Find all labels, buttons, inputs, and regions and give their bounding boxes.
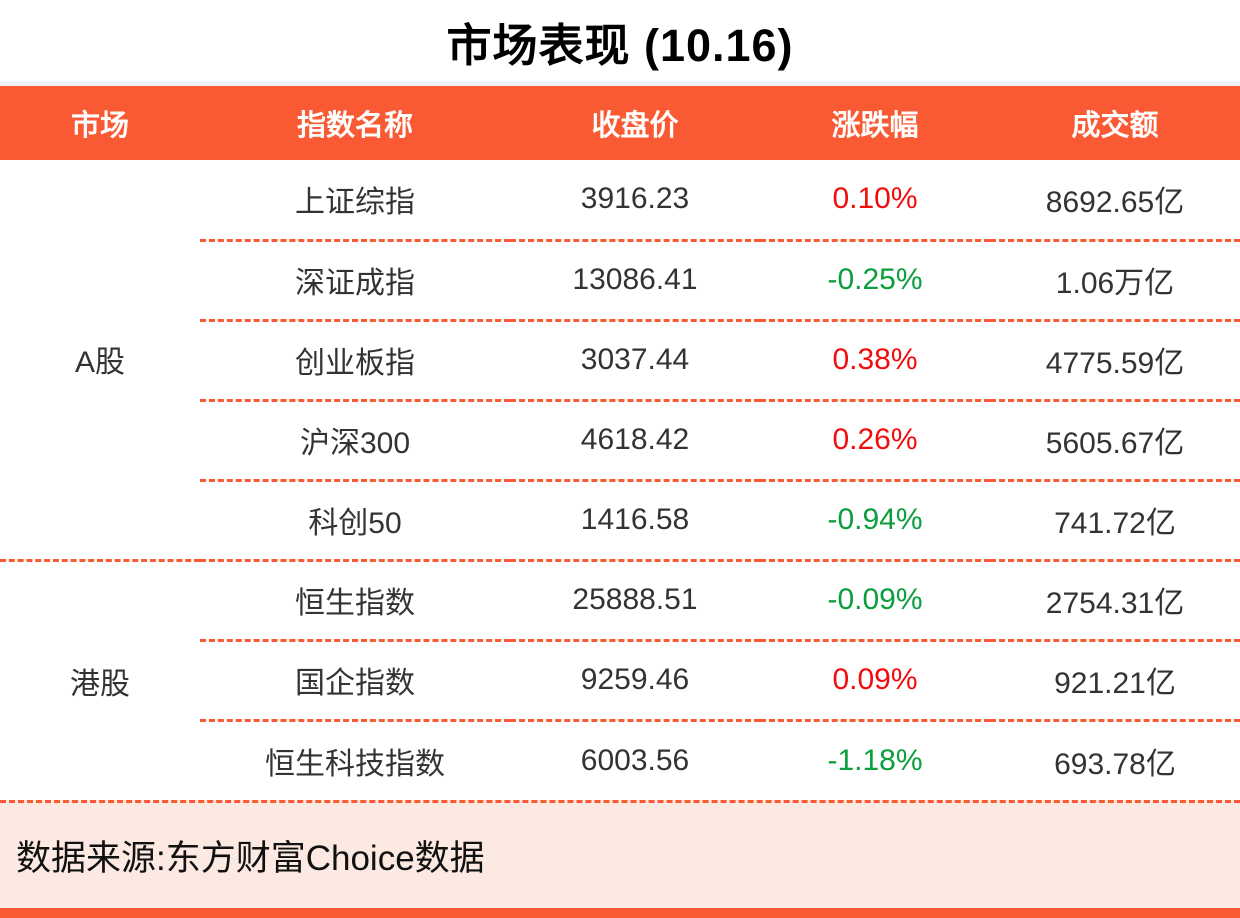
turnover-cell: 693.78亿: [990, 718, 1240, 800]
title-divider: [0, 82, 1240, 86]
change-cell: 0.09%: [760, 638, 990, 720]
index-name-cell: 深证成指: [200, 238, 510, 320]
table-row: 创业板指 3037.44 0.38% 4775.59亿: [0, 318, 1240, 400]
change-cell: -0.09%: [760, 558, 990, 640]
bottom-accent-bar: [0, 908, 1240, 918]
col-header-change: 涨跌幅: [760, 86, 990, 160]
data-source-text: 数据来源:东方财富Choice数据: [16, 839, 485, 878]
title-bar: 市场表现 (10.16): [0, 0, 1240, 82]
table-row: 恒生科技指数 6003.56 -1.18% 693.78亿: [0, 718, 1240, 800]
close-price-cell: 4618.42: [510, 398, 760, 480]
table-header: 市场 指数名称 收盘价 涨跌幅 成交额: [0, 86, 1240, 160]
market-group-label-hk-shares: 港股: [0, 558, 200, 800]
change-cell: 0.38%: [760, 318, 990, 400]
index-name-cell: 科创50: [200, 478, 510, 560]
change-cell: 0.10%: [760, 160, 990, 240]
table-row: A股 上证综指 3916.23 0.10% 8692.65亿: [0, 160, 1240, 560]
turnover-cell: 8692.65亿: [990, 160, 1240, 240]
index-name-cell: 创业板指: [200, 318, 510, 400]
close-price-cell: 25888.51: [510, 558, 760, 640]
table-row: 沪深300 4618.42 0.26% 5605.67亿: [0, 398, 1240, 480]
index-name-cell: 恒生指数: [200, 558, 510, 640]
close-price-cell: 9259.46: [510, 638, 760, 720]
turnover-cell: 1.06万亿: [990, 238, 1240, 320]
index-name-cell: 沪深300: [200, 398, 510, 480]
page-title: 市场表现 (10.16): [446, 19, 794, 71]
close-price-cell: 1416.58: [510, 478, 760, 560]
col-header-turnover: 成交额: [990, 86, 1240, 160]
close-price-cell: 13086.41: [510, 238, 760, 320]
table-row: 港股 恒生指数 25888.51 -0.09% 2754.31亿: [0, 558, 1240, 800]
table-row: 国企指数 9259.46 0.09% 921.21亿: [0, 638, 1240, 720]
change-cell: -0.94%: [760, 478, 990, 560]
col-header-market: 市场: [0, 86, 200, 160]
change-cell: -0.25%: [760, 238, 990, 320]
turnover-cell: 921.21亿: [990, 638, 1240, 720]
col-header-close: 收盘价: [510, 86, 760, 160]
table-row: 科创50 1416.58 -0.94% 741.72亿: [0, 478, 1240, 560]
index-name-cell: 上证综指: [200, 160, 510, 240]
change-cell: -1.18%: [760, 718, 990, 800]
table-row: 深证成指 13086.41 -0.25% 1.06万亿: [0, 238, 1240, 320]
turnover-cell: 5605.67亿: [990, 398, 1240, 480]
market-table: 市场 指数名称 收盘价 涨跌幅 成交额 A股 上证综指 3916.23 0.10…: [0, 86, 1240, 800]
close-price-cell: 3037.44: [510, 318, 760, 400]
col-header-index: 指数名称: [200, 86, 510, 160]
index-name-cell: 恒生科技指数: [200, 718, 510, 800]
close-price-cell: 6003.56: [510, 718, 760, 800]
market-group-label-a-shares: A股: [0, 160, 200, 560]
header-row: 市场 指数名称 收盘价 涨跌幅 成交额: [0, 86, 1240, 160]
turnover-cell: 741.72亿: [990, 478, 1240, 560]
change-cell: 0.26%: [760, 398, 990, 480]
index-name-cell: 国企指数: [200, 638, 510, 720]
turnover-cell: 4775.59亿: [990, 318, 1240, 400]
turnover-cell: 2754.31亿: [990, 558, 1240, 640]
close-price-cell: 3916.23: [510, 160, 760, 240]
data-source-footer: 数据来源:东方财富Choice数据: [0, 800, 1240, 908]
